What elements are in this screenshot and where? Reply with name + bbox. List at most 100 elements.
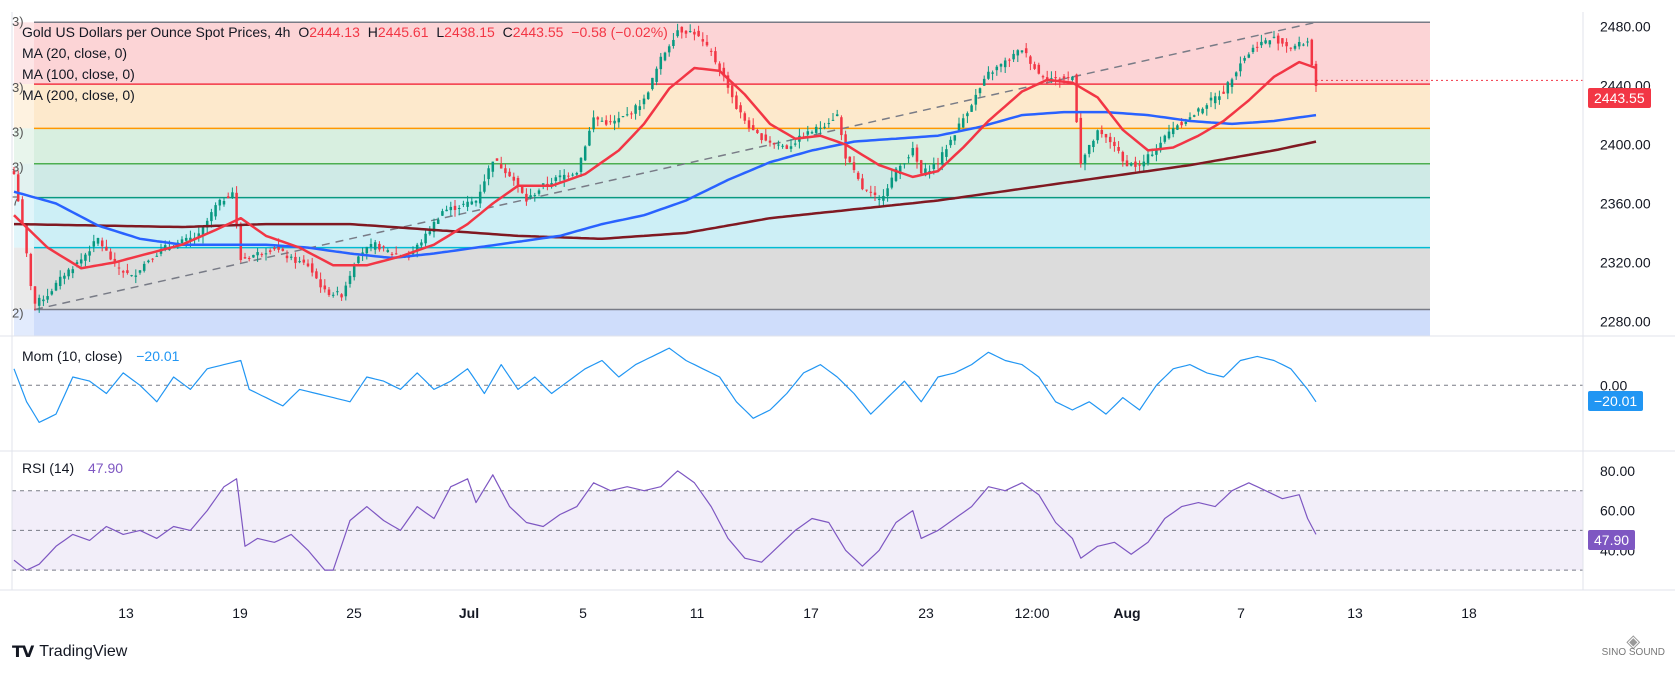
candle-body: [474, 200, 478, 203]
fib-band: [34, 163, 1430, 198]
candle-body: [756, 129, 759, 134]
time-axis-tick: 5: [579, 605, 587, 621]
low-value: 2438.15: [444, 24, 495, 40]
candle-body: [235, 192, 238, 225]
rsi-label: RSI (14): [22, 460, 75, 476]
candle-body: [491, 161, 495, 172]
candle-body: [961, 118, 965, 128]
tradingview-brand[interactable]: 𝗧𝗩 TradingView: [12, 642, 127, 662]
candle-body: [336, 291, 339, 293]
fib-edge-label: 7: [12, 194, 19, 209]
candle-body: [121, 271, 125, 273]
candle-body: [634, 105, 637, 114]
time-axis-tick: 25: [346, 605, 362, 621]
candle-body: [105, 246, 108, 251]
price-pane[interactable]: 3) 3) 3) 3) 7 2): [12, 14, 1583, 336]
ma20-legend[interactable]: MA (20, close, 0): [22, 45, 128, 61]
candle-body: [688, 31, 692, 33]
candle-body: [42, 299, 45, 302]
candle-body: [453, 205, 457, 210]
high-label: H: [367, 24, 378, 40]
candle-body: [96, 237, 100, 244]
candle-body: [386, 250, 390, 252]
candle-body: [873, 192, 877, 196]
candle-body: [697, 30, 700, 37]
candle-body: [1062, 76, 1066, 79]
candle-body: [655, 68, 658, 82]
candle-body: [835, 114, 839, 117]
candle-body: [701, 39, 705, 42]
candle-body: [1134, 161, 1137, 167]
candle-body: [75, 262, 79, 265]
current-price-tag: 2443.55: [1588, 88, 1651, 108]
rsi-value: 47.90: [88, 460, 124, 476]
time-axis-tick: 17: [803, 605, 819, 621]
candle-body: [722, 67, 726, 77]
candle-body: [67, 269, 70, 277]
candle-body: [709, 50, 713, 52]
mom-legend[interactable]: Mom (10, close) −20.01: [22, 348, 183, 364]
ma200-legend[interactable]: MA (200, close, 0): [22, 87, 135, 103]
candle-body: [877, 198, 881, 200]
candle-body: [890, 177, 894, 188]
fib-edge-label: 3): [12, 160, 24, 175]
candle-body: [226, 196, 230, 199]
candle-body: [974, 94, 978, 105]
candle-body: [1054, 77, 1057, 79]
candle-body: [441, 211, 444, 216]
candle-body: [995, 66, 999, 71]
candle-body: [781, 145, 784, 147]
candle-body: [252, 254, 255, 258]
rsi-pane[interactable]: [12, 470, 1583, 571]
mom-line: [13, 347, 1317, 423]
close-value: 2443.55: [512, 24, 564, 40]
candle-body: [621, 116, 625, 118]
candle-body: [1243, 57, 1246, 61]
candle-body: [1087, 144, 1091, 154]
candle-body: [583, 146, 587, 161]
candle-body: [84, 254, 87, 261]
candle-body: [789, 146, 793, 149]
candle-body: [1230, 79, 1234, 87]
candle-body: [462, 203, 465, 205]
candle-body: [546, 183, 549, 185]
candle-body: [865, 189, 868, 191]
candle-body: [949, 139, 952, 146]
candle-body: [1029, 56, 1032, 64]
rsi-axis-tick: 60.00: [1600, 503, 1635, 519]
candle-body: [516, 177, 520, 187]
candle-body: [1083, 154, 1087, 165]
candle-body: [54, 282, 58, 291]
candle-body: [1129, 163, 1133, 166]
candle-body: [1276, 35, 1280, 44]
fib-band-left: [14, 309, 34, 336]
candle-body: [718, 63, 721, 72]
candle-body: [1192, 115, 1196, 117]
candle-body: [147, 260, 150, 263]
candle-body: [100, 240, 104, 247]
time-axis-tick: 13: [1347, 605, 1363, 621]
ma100-legend[interactable]: MA (100, close, 0): [22, 66, 135, 82]
candle-body: [554, 177, 558, 182]
candle-body: [919, 160, 923, 174]
candle-body: [449, 206, 453, 211]
momentum-pane[interactable]: [12, 347, 1583, 423]
rsi-legend[interactable]: RSI (14) 47.90: [22, 460, 127, 476]
candle-body: [550, 183, 553, 185]
candle-body: [1079, 117, 1083, 164]
candle-body: [470, 201, 474, 205]
candle-body: [1205, 105, 1209, 109]
candle-body: [806, 131, 810, 135]
fib-band: [34, 128, 1430, 164]
candle-body: [579, 157, 583, 172]
high-value: 2445.61: [377, 24, 429, 40]
candle-body: [331, 294, 335, 296]
candle-body: [1264, 40, 1267, 44]
candle-body: [285, 255, 289, 259]
candle-body: [504, 168, 507, 174]
candle-body: [1255, 46, 1259, 48]
candle-body: [747, 120, 751, 129]
time-axis-tick: Jul: [459, 605, 479, 621]
candle-body: [1066, 77, 1070, 79]
